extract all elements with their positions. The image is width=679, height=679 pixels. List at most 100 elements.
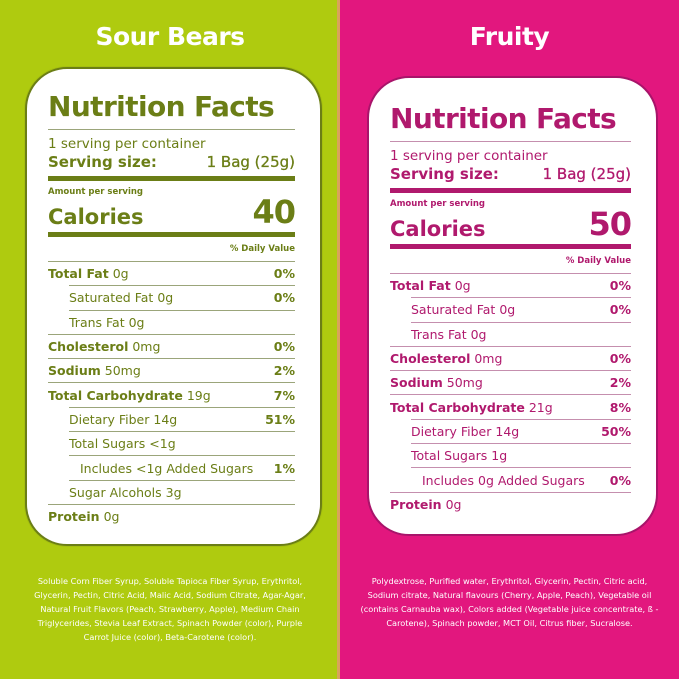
nutrient-row-protein: Protein 0g	[390, 491, 631, 516]
serving-size-label: Serving size:	[390, 165, 499, 183]
nutrient-amount: <1g	[149, 436, 176, 452]
calories-value: 40	[252, 193, 296, 231]
nutrient-amount: 0g	[157, 290, 174, 306]
serving-size: Serving size: 1 Bag (25g)	[390, 164, 631, 184]
sour-bears-panel: Sour Bears Nutrition Facts 1 serving per…	[0, 0, 340, 679]
nutrition-facts-title: Nutrition Facts	[48, 90, 275, 123]
nutrient-label: Sodium	[48, 363, 101, 379]
nutrient-label: Total Fat	[48, 266, 109, 282]
nutrient-row-trans-fat: Trans Fat 0g	[69, 309, 295, 334]
nutrient-label: Trans Fat	[411, 326, 467, 342]
nutrient-amount: 14g	[495, 423, 520, 439]
nutrient-label: Total Carbohydrate	[390, 399, 525, 415]
nutrient-row-dietary-fiber: Dietary Fiber 14g 50%	[411, 418, 631, 443]
nutrient-name-amount: Includes <1g Added Sugars	[80, 461, 253, 476]
daily-value-header: % Daily Value	[229, 244, 295, 254]
nutrient-label: Dietary Fiber	[69, 411, 150, 427]
nutrient-label: Sugar Alcohols	[69, 484, 162, 500]
nutrient-name-amount: Dietary Fiber 14g	[411, 424, 519, 439]
nutrient-row-added-sugars: Includes <1g Added Sugars 1%	[69, 455, 295, 479]
calories-value: 50	[588, 205, 632, 243]
nutrient-row-added-sugars: Includes 0g Added Sugars 0%	[411, 467, 631, 491]
nutrient-row-total-fat: Total Fat 0g 0%	[48, 261, 295, 285]
nutrient-amount: 0g	[454, 278, 471, 294]
nutrient-name-amount: Total Carbohydrate 19g	[48, 388, 211, 403]
nutrient-label: Sodium	[390, 375, 443, 391]
nutrient-row-sodium: Sodium 50mg 2%	[390, 370, 631, 394]
nutrient-amount: 19g	[186, 387, 211, 403]
nutrient-name-amount: Cholesterol 0mg	[48, 339, 160, 354]
nutrient-label: Saturated Fat	[411, 302, 496, 318]
nutrient-name-amount: Total Sugars <1g	[69, 436, 176, 451]
flavor-title: Fruity	[469, 22, 550, 51]
nutrient-amount: 0g	[128, 314, 145, 330]
nutrient-amount: 0g	[499, 302, 516, 318]
nutrient-row-protein: Protein 0g	[48, 503, 295, 528]
serving-size: Serving size: 1 Bag (25g)	[48, 152, 295, 172]
nutrient-name-amount: Protein 0g	[390, 497, 461, 512]
daily-value-percent: 2%	[609, 375, 631, 391]
calories-row: Calories 40	[48, 193, 296, 231]
nutrient-amount: 0mg	[474, 351, 503, 367]
daily-value-percent: 8%	[609, 399, 631, 415]
nutrient-row-total-carbohydrate: Total Carbohydrate 21g 8%	[390, 394, 631, 418]
nutrient-name-amount: Protein 0g	[48, 509, 119, 524]
nutrient-name-amount: Total Sugars 1g	[411, 448, 507, 463]
flavor-title: Sour Bears	[95, 22, 245, 51]
nutrient-name-amount: Total Carbohydrate 21g	[390, 400, 553, 415]
ingredients-text: Soluble Corn Fiber Syrup, Soluble Tapioc…	[34, 576, 306, 642]
servings-per-container: 1 serving per container	[48, 136, 206, 152]
nutrient-amount: 0g	[103, 509, 120, 525]
nutrient-amount: 50mg	[104, 363, 141, 379]
daily-value-percent: 0%	[609, 472, 631, 488]
nutrient-name-amount: Total Fat 0g	[48, 266, 129, 281]
nutrient-name-amount: Trans Fat 0g	[69, 315, 145, 330]
nutrition-facts-label: Nutrition Facts 1 serving per container …	[48, 69, 296, 528]
nutrient-name-amount: Trans Fat 0g	[411, 327, 487, 342]
ingredients-text: Polydextrose, Purified water, Erythritol…	[360, 576, 659, 628]
serving-size-value: 1 Bag (25g)	[206, 153, 295, 171]
nutrient-row-sodium: Sodium 50mg 2%	[48, 358, 295, 382]
nutrient-label: Protein	[390, 496, 442, 512]
nutrition-facts-card: Nutrition Facts 1 serving per container …	[367, 76, 658, 536]
calories-label: Calories	[48, 205, 144, 229]
calories-label: Calories	[390, 217, 486, 241]
nutrient-label: Trans Fat	[69, 314, 125, 330]
daily-value-percent: 1%	[273, 460, 295, 476]
nutrient-name-amount: Dietary Fiber 14g	[69, 412, 177, 427]
nutrient-name-amount: Cholesterol 0mg	[390, 351, 502, 366]
nutrient-name-amount: Saturated Fat 0g	[411, 302, 515, 317]
daily-value-percent: 0%	[273, 339, 295, 355]
nutrient-name-amount: Sodium 50mg	[48, 363, 141, 378]
nutrient-name-amount: Includes 0g Added Sugars	[422, 473, 585, 488]
nutrient-amount: 14g	[153, 411, 178, 427]
nutrient-label: Includes 0g Added Sugars	[422, 472, 585, 488]
divider	[48, 129, 295, 130]
nutrient-name-amount: Sugar Alcohols 3g	[69, 485, 182, 500]
daily-value-percent: 0%	[609, 351, 631, 367]
nutrient-row-dietary-fiber: Dietary Fiber 14g 51%	[69, 406, 295, 431]
nutrient-row-saturated-fat: Saturated Fat 0g 0%	[411, 297, 631, 321]
nutrient-amount: 0mg	[132, 339, 161, 355]
daily-value-percent: 0%	[273, 290, 295, 306]
nutrient-row-sugar-alcohols: Sugar Alcohols 3g	[69, 479, 295, 504]
nutrient-row-total-carbohydrate: Total Carbohydrate 19g 7%	[48, 382, 295, 406]
nutrition-facts-title: Nutrition Facts	[390, 102, 617, 135]
daily-value-percent: 50%	[601, 423, 631, 439]
thick-divider	[48, 176, 295, 181]
nutrient-row-total-sugars: Total Sugars <1g	[69, 431, 295, 455]
nutrient-amount: 0g	[445, 496, 462, 512]
amount-per-serving: Amount per serving	[48, 187, 144, 197]
nutrient-amount: 1g	[491, 448, 508, 464]
nutrient-row-cholesterol: Cholesterol 0mg 0%	[48, 333, 295, 358]
thick-divider	[390, 188, 631, 193]
nutrition-facts-card: Nutrition Facts 1 serving per container …	[25, 67, 322, 546]
nutrient-row-cholesterol: Cholesterol 0mg 0%	[390, 345, 631, 370]
daily-value-percent: 0%	[609, 302, 631, 318]
serving-size-label: Serving size:	[48, 153, 157, 171]
nutrient-label: Saturated Fat	[69, 290, 154, 306]
nutrient-label: Includes <1g Added Sugars	[80, 460, 254, 476]
nutrient-amount: 3g	[165, 484, 182, 500]
nutrient-amount: 0g	[112, 266, 129, 282]
nutrient-row-total-sugars: Total Sugars 1g	[411, 443, 631, 467]
